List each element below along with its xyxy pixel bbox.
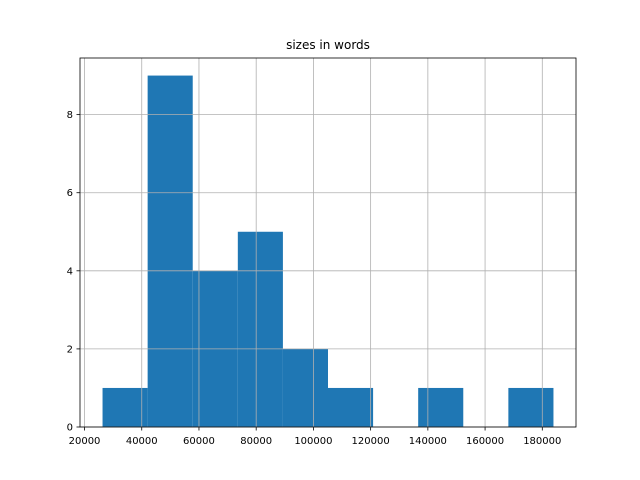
y-tick-label: 4 xyxy=(67,266,73,277)
bar xyxy=(237,231,283,427)
chart-title: sizes in words xyxy=(286,38,370,52)
bar xyxy=(102,387,148,427)
x-tick-label: 140000 xyxy=(409,436,447,447)
x-tick-label: 20000 xyxy=(69,436,101,447)
bar xyxy=(328,387,374,427)
x-tick-label: 120000 xyxy=(352,436,390,447)
bar xyxy=(508,387,554,427)
x-tick-label: 160000 xyxy=(466,436,504,447)
y-tick-label: 2 xyxy=(67,344,73,355)
x-tick-label: 60000 xyxy=(183,436,215,447)
x-tick-label: 180000 xyxy=(523,436,561,447)
axes-frame xyxy=(79,57,577,428)
bar xyxy=(418,387,464,427)
bar xyxy=(147,75,193,428)
x-tick-label: 40000 xyxy=(126,436,158,447)
y-tick-label: 8 xyxy=(67,110,73,121)
y-tick-label: 6 xyxy=(67,188,73,199)
x-tick-label: 80000 xyxy=(240,436,272,447)
x-tick-label: 100000 xyxy=(294,436,332,447)
y-tick-label: 0 xyxy=(67,423,73,434)
bar xyxy=(282,348,328,427)
